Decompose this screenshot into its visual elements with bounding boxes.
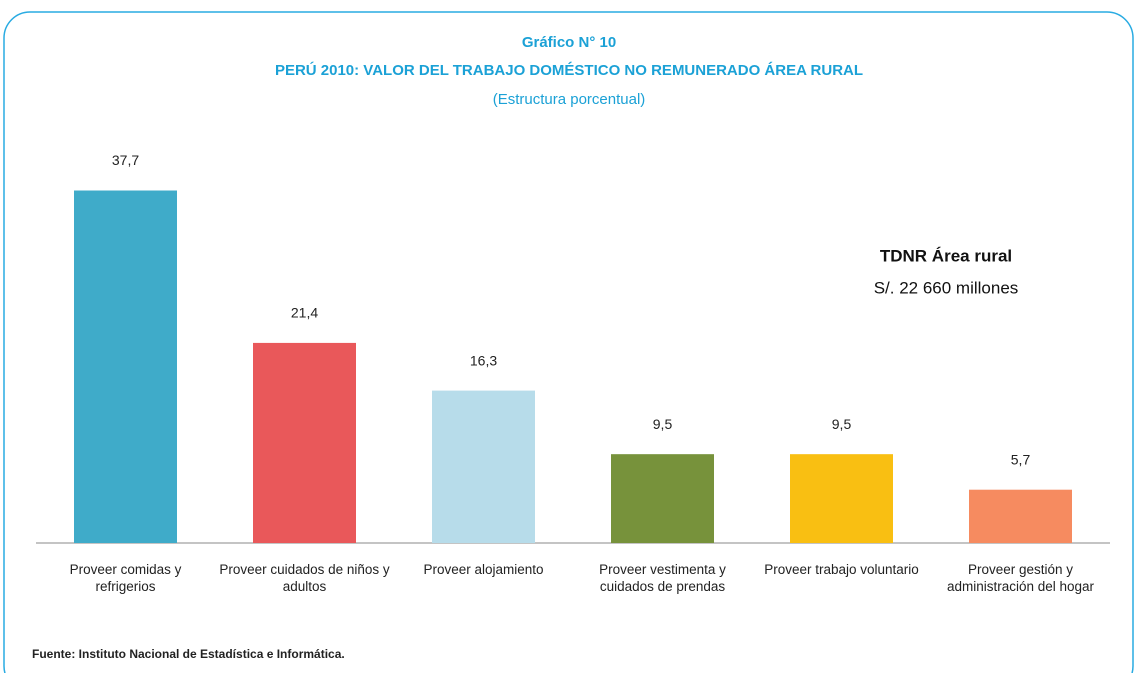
annotation-title: TDNR Área rural <box>880 246 1012 265</box>
x-tick-label: Proveer trabajo voluntario <box>764 562 919 577</box>
x-tick-label: Proveer comidas y refrigerios <box>69 562 182 594</box>
chart-subtitle: PERÚ 2010: VALOR DEL TRABAJO DOMÉSTICO N… <box>275 61 863 79</box>
frame <box>3 11 1134 673</box>
source: Fuente: Instituto Nacional de Estadístic… <box>32 647 345 661</box>
chart-title: Gráfico N° 10 <box>522 34 616 51</box>
value-label: 5,7 <box>1011 451 1031 467</box>
bar <box>432 390 535 543</box>
x-tick-label: Proveer vestimenta y cuidados de prendas <box>599 562 726 594</box>
bar <box>253 342 356 543</box>
value-label: 37,7 <box>112 152 139 168</box>
bar <box>790 454 893 543</box>
x-tick-label: Proveer gestión y administración del hog… <box>946 562 1095 594</box>
annotation-text: S/. 22 660 millones <box>874 278 1019 297</box>
value-label: 9,5 <box>653 416 673 432</box>
bar <box>611 454 714 543</box>
value-label: 9,5 <box>832 416 852 432</box>
value-label: 16,3 <box>470 352 497 368</box>
x-tick-label: Proveer alojamiento <box>423 562 544 577</box>
unit-note: (Estructura porcentual) <box>493 91 646 108</box>
bar <box>74 190 177 543</box>
value-label: 21,4 <box>291 305 318 321</box>
x-tick-label: Proveer cuidados de niños y adultos <box>219 562 390 594</box>
bar <box>969 489 1072 543</box>
